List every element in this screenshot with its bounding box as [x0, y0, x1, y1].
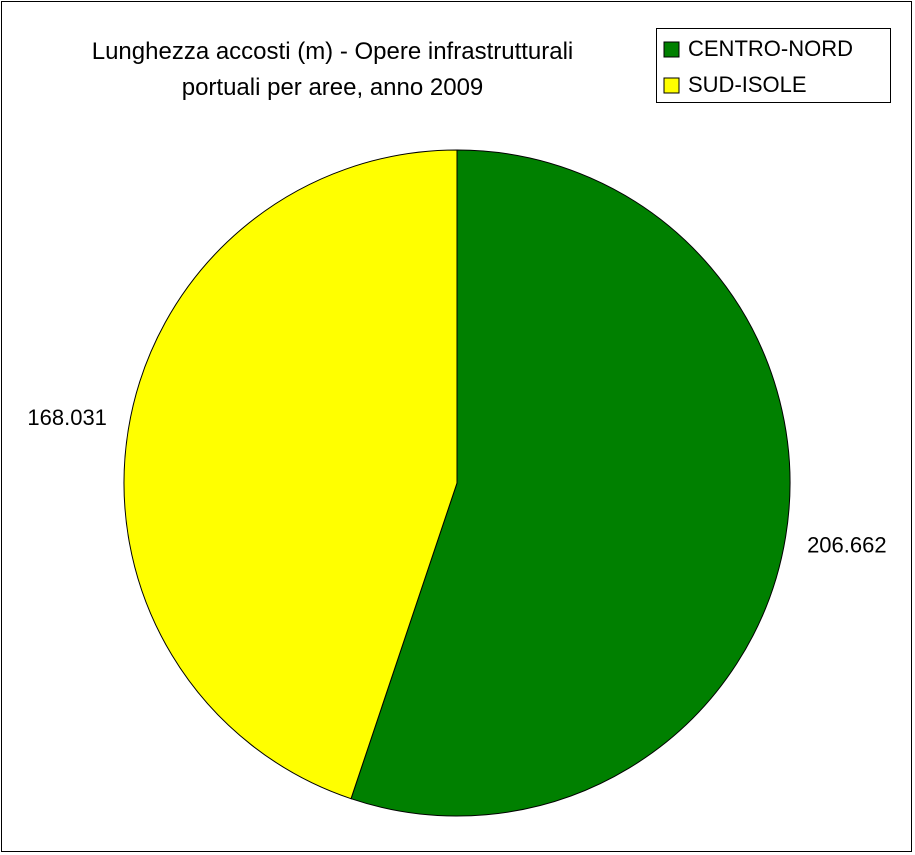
pie-slice — [350, 149, 791, 817]
legend-swatch — [663, 41, 680, 58]
legend-swatch — [663, 77, 680, 94]
legend-label: CENTRO-NORD — [688, 36, 853, 61]
data-label: 206.662 — [807, 533, 887, 558]
legend-label: SUD-ISOLE — [688, 72, 807, 97]
legend-box — [656, 28, 891, 103]
data-label: 168.031 — [27, 405, 107, 430]
chart-title: Lunghezza accosti (m) - Opere infrastrut… — [91, 38, 574, 101]
pie-slice — [123, 149, 458, 800]
